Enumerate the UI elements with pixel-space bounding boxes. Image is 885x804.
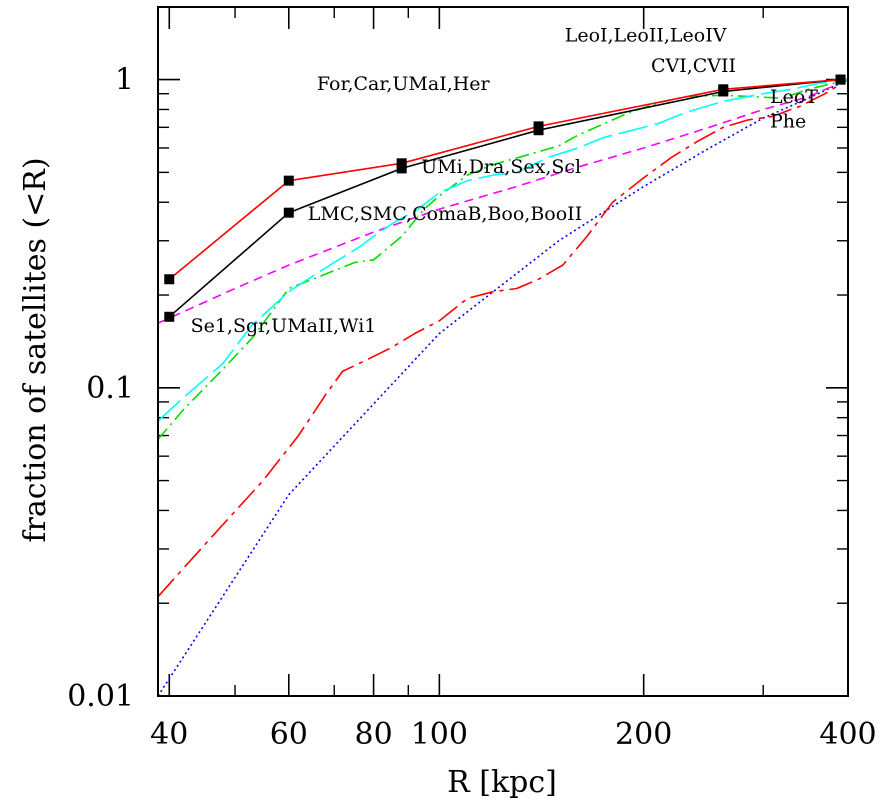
series-layer	[157, 78, 849, 697]
annotation-label: UMi,Dra,Sex,Scl	[421, 156, 581, 178]
y-tick-label: 0.1	[86, 371, 134, 406]
annotation-label: Se1,Sgr,UMaII,Wi1	[191, 315, 377, 337]
marker-layer	[164, 74, 846, 322]
annotation-label: LeoI,LeoII,LeoIV	[565, 24, 727, 46]
plot-frame	[157, 6, 849, 697]
y-tick-label: 1	[115, 63, 134, 98]
annotation-label: CVI,CVII	[651, 55, 736, 77]
annotation-label: Phe	[770, 110, 806, 132]
x-tick-label: 100	[411, 717, 468, 752]
annotation-layer: LeoI,LeoII,LeoIV CVI,CVII For,Car,UMaI,Her…	[191, 24, 819, 336]
annotation-label: For,Car,UMaI,Her	[317, 73, 491, 95]
major-ticks	[158, 7, 849, 697]
minor-ticks	[158, 7, 848, 696]
x-tick-label: 60	[270, 717, 308, 752]
x-tick-label: 40	[150, 717, 188, 752]
series-line-1	[168, 78, 841, 318]
y-tick-label: 0.01	[67, 679, 134, 714]
series-line-4	[157, 78, 849, 324]
data-point-marker	[835, 74, 846, 85]
data-point-marker	[396, 158, 407, 169]
x-tick-labels: 40 60 80 100 200 400	[150, 717, 876, 752]
series-line-3	[157, 78, 849, 440]
x-axis-title: R [kpc]	[447, 765, 557, 800]
series-line-0	[168, 78, 841, 280]
series-line-2	[157, 78, 849, 422]
series-line-5	[157, 78, 849, 598]
data-point-marker	[718, 84, 729, 95]
x-tick-label: 400	[819, 717, 876, 752]
data-point-marker	[533, 121, 544, 132]
data-point-marker	[164, 311, 175, 322]
data-point-marker	[164, 274, 175, 285]
annotation-label: LeoT	[770, 86, 818, 108]
x-tick-label: 200	[615, 717, 672, 752]
data-point-marker	[396, 163, 407, 174]
y-tick-labels: 0.01 0.1 1	[67, 63, 134, 714]
annotation-label: LMC,SMC,ComaB,Boo,BooII	[308, 203, 582, 225]
y-axis-title: fraction of satellites (<R)	[18, 157, 53, 542]
data-point-marker	[283, 175, 294, 186]
data-point-marker	[283, 207, 294, 218]
x-tick-label: 80	[354, 717, 392, 752]
